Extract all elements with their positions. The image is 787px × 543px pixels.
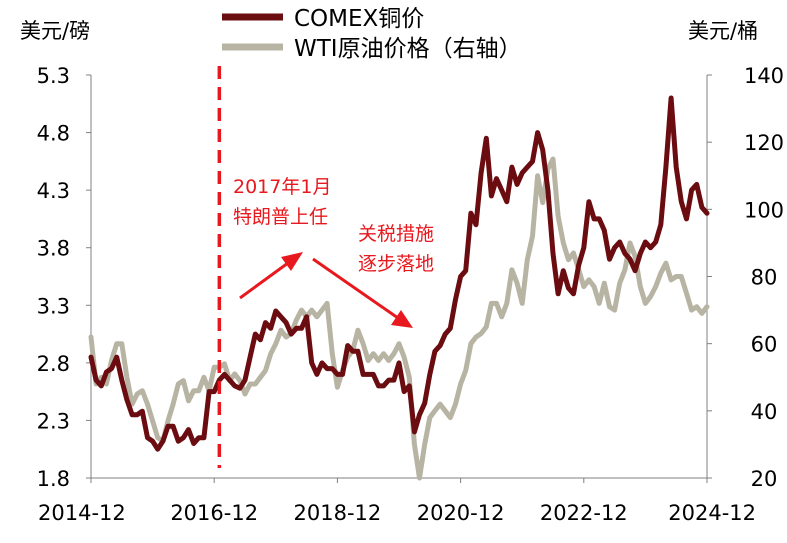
x-axis-ticks: 2014-12 2016-12 2018-12 2020-12 2022-12 2024-…	[38, 478, 756, 525]
left-tick-label: 1.8	[37, 467, 70, 491]
left-tick-label: 2.3	[37, 409, 70, 433]
x-tick-label: 2022-12	[540, 501, 628, 525]
event-label-text: 特朗普上任	[233, 206, 328, 228]
left-axis-unit: 美元/磅	[20, 19, 90, 43]
series-layer	[88, 95, 710, 481]
left-tick-label: 3.8	[37, 237, 70, 261]
legend-label-copper: COMEX铜价	[294, 6, 424, 32]
x-tick-label: 2024-12	[668, 501, 756, 525]
rising-arrow	[239, 252, 303, 300]
tariff-label-line2: 逐步落地	[358, 253, 434, 275]
series-line-wti	[88, 156, 710, 481]
left-tick-label: 4.8	[37, 122, 70, 146]
rising-arrow-head	[281, 252, 303, 271]
right-tick-label: 80	[751, 266, 778, 290]
x-tick-label: 2016-12	[170, 501, 258, 525]
right-tick-label: 20	[751, 467, 778, 491]
legend-label-wti: WTI原油价格（右轴）	[294, 36, 522, 62]
x-tick-label: 2020-12	[417, 501, 505, 525]
event-label-date: 2017年1月	[233, 176, 331, 198]
right-tick-label: 60	[751, 333, 778, 357]
x-tick-label: 2018-12	[294, 501, 382, 525]
right-axis-unit: 美元/桶	[688, 19, 758, 43]
series-line-copper	[88, 95, 710, 452]
falling-arrow-head	[391, 310, 413, 328]
left-tick-label: 3.3	[37, 294, 70, 318]
left-tick-label: 5.3	[37, 64, 70, 88]
left-axis-ticks: 5.3 4.8 4.3 3.8 3.3 2.8 2.3 1.8	[37, 64, 91, 491]
right-axis-ticks: 140 120 100 80 60 40 20	[707, 64, 784, 491]
falling-arrow-shaft	[312, 257, 399, 320]
right-tick-label: 40	[751, 400, 778, 424]
right-tick-label: 140	[744, 64, 784, 88]
rising-arrow-shaft	[239, 261, 289, 300]
right-tick-label: 100	[744, 198, 784, 222]
x-tick-label: 2014-12	[38, 501, 126, 525]
tariff-label-line1: 关税措施	[358, 223, 434, 245]
left-tick-label: 4.3	[37, 179, 70, 203]
right-tick-label: 120	[744, 131, 784, 155]
falling-arrow	[312, 257, 413, 328]
left-tick-label: 2.8	[37, 352, 70, 376]
legend: COMEX铜价 WTI原油价格（右轴）	[222, 6, 522, 62]
